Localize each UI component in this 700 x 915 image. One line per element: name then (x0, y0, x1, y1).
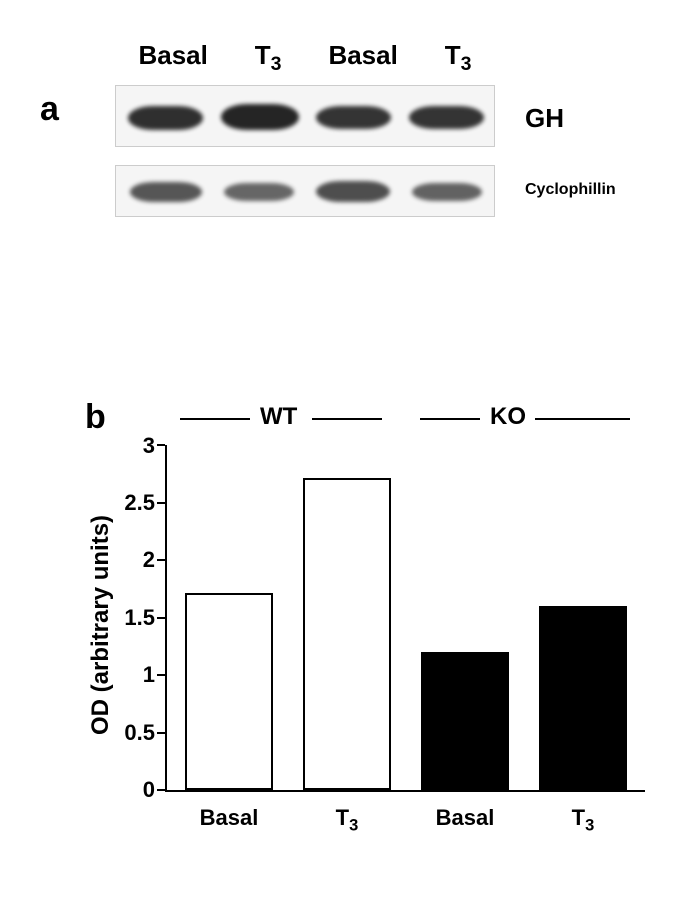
y-tick-label: 0.5 (115, 720, 155, 746)
y-tick-label: 1 (115, 662, 155, 688)
band (316, 181, 390, 202)
blot-row-gh (115, 85, 495, 147)
band (409, 106, 484, 129)
y-tick-label: 0 (115, 777, 155, 803)
y-tick-label: 3 (115, 433, 155, 459)
x-axis (165, 790, 645, 792)
band (316, 106, 391, 129)
y-tick (157, 444, 165, 446)
panel-a-label: a (40, 90, 59, 129)
blot-row-cyclophillin (115, 165, 495, 217)
row-label-cyclophillin: Cyclophillin (525, 181, 616, 199)
lane-label: T3 (445, 40, 472, 76)
y-tick (157, 732, 165, 734)
bar-chart: 0 0.5 1 1.5 2 2.5 3 OD (arbitrary units)… (165, 445, 645, 790)
x-label-t3-1: T3 (303, 805, 391, 835)
group-line-wt-right (312, 418, 382, 420)
panel-b-label: b (85, 398, 106, 437)
band (221, 104, 299, 130)
y-tick (157, 617, 165, 619)
bar-wt-basal (185, 593, 273, 790)
y-axis-title: OD (arbitrary units) (87, 515, 115, 735)
x-label-basal-1: Basal (170, 805, 288, 831)
bar-ko-basal (421, 652, 509, 790)
blot-area: Basal T3 Basal T3 GH Cyclophillin (115, 85, 495, 225)
bar-ko-t3 (539, 606, 627, 790)
y-tick (157, 674, 165, 676)
group-label-wt: WT (260, 403, 297, 431)
lane-label: Basal (138, 40, 207, 76)
lane-labels-row: Basal T3 Basal T3 (115, 40, 495, 76)
bar-wt-t3 (303, 478, 391, 790)
y-tick (157, 559, 165, 561)
y-tick (157, 502, 165, 504)
lane-label: T3 (255, 40, 282, 76)
group-line-ko-right (535, 418, 630, 420)
group-line-wt-left (180, 418, 250, 420)
group-line-ko-left (420, 418, 480, 420)
y-tick-label: 1.5 (115, 605, 155, 631)
y-tick-label: 2 (115, 547, 155, 573)
band (224, 183, 294, 201)
group-label-ko: KO (490, 403, 526, 431)
y-tick-label: 2.5 (115, 490, 155, 516)
band (128, 106, 203, 130)
band (412, 183, 482, 201)
x-label-t3-2: T3 (539, 805, 627, 835)
row-label-gh: GH (525, 103, 564, 134)
lane-label: Basal (328, 40, 397, 76)
y-axis (165, 445, 167, 790)
band (130, 182, 202, 202)
x-label-basal-2: Basal (406, 805, 524, 831)
y-tick (157, 789, 165, 791)
